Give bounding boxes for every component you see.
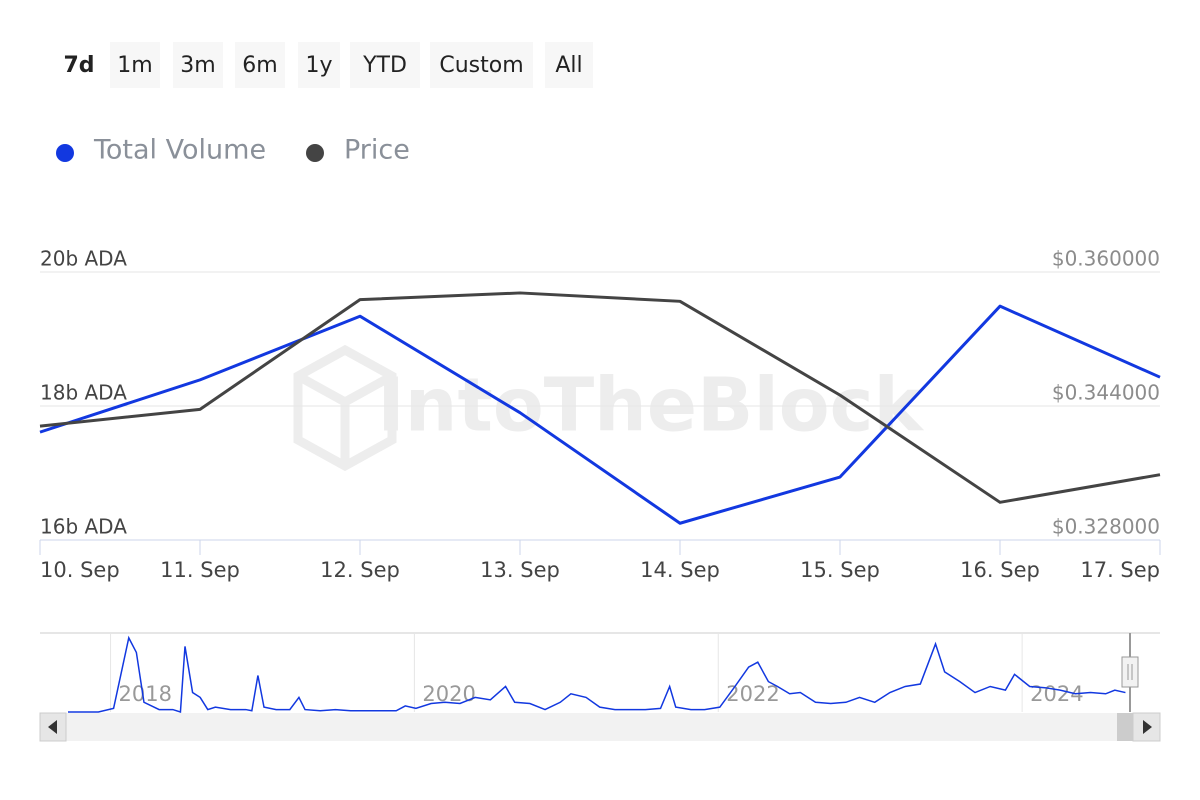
x-tick-label: 10. Sep — [40, 558, 120, 582]
y2-tick-label: $0.328000 — [1052, 515, 1160, 539]
x-tick-label: 15. Sep — [800, 558, 880, 582]
button-bg — [350, 42, 420, 88]
button-bg — [298, 42, 340, 88]
button-label: 6m — [242, 53, 277, 78]
range-button[interactable]: 1m — [110, 42, 160, 88]
x-tick-label: 13. Sep — [480, 558, 560, 582]
x-tick-label: 16. Sep — [960, 558, 1040, 582]
scrollbar[interactable] — [39, 712, 1161, 742]
range-button[interactable]: YTD — [350, 42, 420, 88]
y-tick-label: 18b ADA — [40, 381, 127, 405]
legend-label: Total Volume — [93, 135, 266, 166]
x-tick-label: 14. Sep — [640, 558, 720, 582]
button-label: 3m — [180, 53, 215, 78]
range-button[interactable]: 7d — [58, 42, 100, 88]
series-line — [39, 291, 1161, 504]
button-label: YTD — [362, 53, 407, 78]
navigator-handle[interactable] — [1121, 656, 1139, 688]
button-label: 1y — [305, 53, 332, 78]
y2-tick-label: $0.344000 — [1052, 381, 1160, 405]
x-tick-label: 12. Sep — [320, 558, 400, 582]
navigator-line — [68, 635, 1126, 714]
legend-item[interactable]: Total Volume — [56, 135, 266, 166]
watermark-logo — [293, 344, 397, 472]
y-tick-label: 16b ADA — [40, 515, 127, 539]
legend-marker — [306, 144, 324, 162]
legend-label: Price — [344, 135, 410, 166]
button-bg — [545, 42, 593, 88]
button-bg — [430, 42, 533, 88]
button-bg — [110, 42, 160, 88]
button-bg — [58, 42, 100, 88]
button-bg — [235, 42, 285, 88]
y2-tick-label: $0.360000 — [1052, 247, 1160, 271]
range-button[interactable]: 6m — [235, 42, 285, 88]
legend-item[interactable]: Price — [306, 135, 410, 166]
handle-body — [1121, 656, 1139, 688]
navigator-tick-label: 2018 — [119, 682, 172, 706]
y-tick-label: 20b ADA — [40, 247, 127, 271]
button-label: Custom — [439, 53, 523, 78]
button-label: All — [555, 53, 582, 78]
legend-marker — [56, 144, 74, 162]
series-line — [39, 304, 1161, 525]
button-label: 7d — [63, 53, 94, 78]
button-bg — [173, 42, 223, 88]
navigator-tick-label: 2022 — [726, 682, 779, 706]
range-button[interactable]: All — [545, 42, 593, 88]
x-tick-label: 11. Sep — [160, 558, 240, 582]
x-tick-label: 17. Sep — [1080, 558, 1160, 582]
range-button[interactable]: 1y — [298, 42, 340, 88]
range-button[interactable]: Custom — [430, 42, 533, 88]
range-button[interactable]: 3m — [173, 42, 223, 88]
button-label: 1m — [117, 53, 152, 78]
